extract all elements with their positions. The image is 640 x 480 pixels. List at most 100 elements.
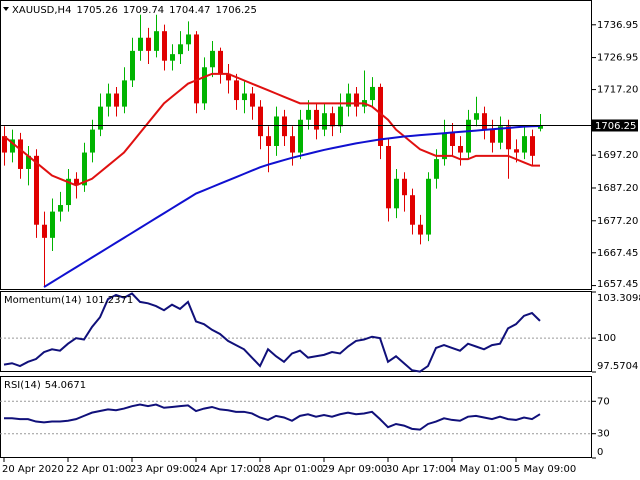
candle-body [66,178,71,206]
candle-body [26,155,31,169]
candle-body [322,113,327,130]
candle-body [274,116,279,146]
y-tick-label: 1717.20 [597,85,638,96]
candle-body [490,129,495,143]
candle-body [122,80,127,107]
y-tick-label: 0 [597,447,603,458]
candle-body [170,54,175,61]
candle-body [218,50,223,74]
x-tick-label: 28 Apr 01:00 [258,464,323,475]
indicator-header: Momentum(14) 101.2371 [4,295,133,306]
ohlc-value: 1704.47 [169,5,210,16]
candle-body [266,136,271,146]
candle-body [10,139,15,153]
header-arrow [3,7,9,11]
y-tick-label: 1697.20 [597,150,638,161]
y-tick-label: 100 [597,333,616,344]
candle-body [314,109,319,130]
candle-body [410,195,415,225]
x-tick-label: 20 Apr 2020 [2,464,64,475]
panel-frame [0,0,592,290]
indicator-header: RSI(14) 54.0671 [4,380,86,391]
x-tick-label: 30 Apr 17:00 [386,464,451,475]
candle-body [50,211,55,238]
x-tick-label: 23 Apr 09:00 [130,464,195,475]
candle-body [2,136,7,153]
candle-body [402,178,407,196]
candle-body [330,113,335,127]
indicator-line [3,72,540,187]
candle-body [114,93,119,107]
indicator-value: 54.0671 [45,380,86,391]
candle-body [474,113,479,120]
x-tick-label: 29 Apr 09:00 [322,464,387,475]
candle-body [210,50,215,68]
indicator-name: RSI(14) [4,380,41,391]
candle-body [370,86,375,101]
ohlc-value: 1705.26 [76,5,117,16]
candle-body [298,119,303,153]
candle-body [282,116,287,137]
panel-frame [0,291,592,372]
candle-body [386,145,391,209]
candle-body [186,34,191,45]
candle-body [90,129,95,153]
candle-body [242,93,247,101]
candle-body [538,125,543,129]
candle-body [234,80,239,101]
y-tick-label: 70 [597,396,610,407]
candle-body [130,50,135,81]
candle-body [290,136,295,153]
candle-body [434,159,439,179]
candle-body [466,119,471,153]
y-tick-label: 1657.45 [597,279,638,290]
candle-body [498,126,503,143]
y-tick-label: 1687.20 [597,183,638,194]
y-tick-label: 1677.20 [597,216,638,227]
candle-body [442,132,447,160]
candle-body [354,93,359,107]
candle-body [18,139,23,169]
candle-body [514,149,519,153]
candle-body [458,145,463,153]
ohlc-value: 1706.25 [216,5,257,16]
candle-body [506,126,511,150]
symbol: XAUUSD,H4 [12,5,71,16]
chart-header: XAUUSD,H4 1705.26 1709.74 1704.47 1706.25 [12,5,257,16]
x-tick-label: 4 May 01:00 [450,464,512,475]
candle-body [154,31,159,51]
candle-body [34,155,39,225]
x-tick-label: 22 Apr 01:00 [66,464,131,475]
indicator-line [43,124,541,288]
candle-body [346,93,351,107]
y-tick-label: 30 [597,429,610,440]
candle-body [42,224,47,238]
x-tick-label: 24 Apr 17:00 [194,464,259,475]
y-tick-label: 103.3098 [597,293,640,304]
bid-label-box [592,119,638,132]
indicator-line [3,292,541,373]
candle-body [522,136,527,153]
y-tick-label: 1726.95 [597,53,638,64]
candle-body [530,136,535,156]
candle-body [338,106,343,127]
indicator-value: 101.2371 [86,295,134,306]
candle-body [82,152,87,186]
y-tick-label: 97.5704 [597,361,638,372]
x-tick-label: 5 May 09:00 [514,464,576,475]
candle-body [226,73,231,81]
candle-body [162,31,167,61]
candle-body [482,113,487,130]
candle-body [58,205,63,212]
y-tick-label: 1736.95 [597,20,638,31]
ohlc-value: 1709.74 [123,5,164,16]
bid-label: 1706.25 [595,121,636,132]
candle-body [106,93,111,107]
candle-body [202,67,207,104]
candle-body [306,109,311,120]
candle-body [178,44,183,55]
candle-body [98,106,103,130]
candle-body [426,178,431,235]
panel-frame [0,376,592,458]
